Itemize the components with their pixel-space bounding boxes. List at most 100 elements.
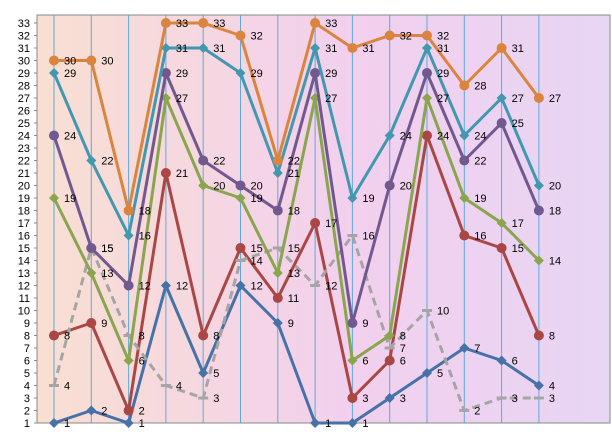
data-label: 13: [288, 268, 300, 280]
series-line: [52, 96, 540, 362]
data-point: [272, 268, 283, 278]
data-label: 33: [213, 18, 225, 30]
data-point: [310, 18, 321, 28]
data-label: 31: [213, 43, 225, 55]
data-point: [198, 368, 209, 378]
data-label: 29: [437, 68, 449, 80]
data-point: [496, 93, 507, 103]
data-point: [384, 355, 395, 366]
series-line: [52, 234, 539, 412]
data-label: 33: [325, 18, 337, 30]
data-label: 15: [101, 243, 113, 255]
data-label: 29: [325, 68, 337, 80]
y-tick-label: 22: [18, 156, 30, 168]
data-point: [272, 155, 283, 166]
data-point: [235, 180, 246, 191]
data-point: [496, 43, 507, 53]
data-label: 32: [400, 31, 412, 43]
data-label: 6: [139, 356, 145, 368]
data-point: [123, 280, 134, 291]
data-label: 9: [362, 318, 368, 330]
data-label: 15: [251, 243, 263, 255]
data-label: 16: [474, 231, 486, 243]
y-tick-label: 31: [18, 43, 30, 55]
data-point: [310, 418, 321, 428]
data-point: [49, 193, 59, 203]
data-label: 33: [176, 18, 188, 30]
data-label: 4: [549, 381, 555, 393]
data-point: [123, 405, 134, 416]
series-5: [49, 68, 544, 328]
data-label: 14: [549, 256, 561, 268]
data-label: 5: [213, 368, 219, 380]
data-point: [347, 193, 358, 203]
series-line: [53, 134, 541, 412]
data-point: [384, 30, 395, 41]
data-label: 16: [362, 231, 374, 243]
data-label: 27: [325, 93, 337, 105]
data-point: [86, 243, 97, 253]
data-point: [459, 193, 470, 203]
y-tick-label: 30: [18, 56, 30, 68]
y-tick-label: 19: [18, 193, 30, 205]
data-point: [160, 168, 171, 178]
data-point: [160, 68, 171, 78]
data-label: 24: [437, 131, 449, 143]
data-label: 15: [512, 243, 524, 255]
series-line: [52, 71, 541, 325]
y-tick-label: 9: [24, 318, 30, 330]
data-label: 2: [139, 406, 145, 418]
data-label: 24: [474, 131, 486, 143]
data-label: 27: [549, 93, 561, 105]
data-point: [49, 68, 59, 78]
data-label: 18: [549, 206, 561, 218]
data-point: [347, 418, 358, 428]
data-label: 20: [213, 181, 225, 193]
data-point: [422, 68, 432, 78]
data-label: 4: [176, 381, 182, 393]
data-point: [198, 330, 209, 341]
data-label: 31: [437, 43, 449, 55]
data-label: 29: [176, 68, 188, 80]
data-label: 29: [64, 68, 76, 80]
y-tick-label: 7: [24, 343, 30, 355]
data-label: 15: [288, 243, 300, 255]
data-point: [422, 43, 432, 53]
y-tick-label: 17: [18, 218, 30, 230]
data-label: 13: [101, 268, 113, 280]
data-label: 12: [325, 281, 337, 293]
data-point: [235, 193, 246, 203]
data-point: [49, 130, 59, 141]
data-point: [235, 280, 246, 291]
data-label: 3: [400, 393, 406, 405]
y-axis-ticks: 1234567891011121314151617181920212223242…: [18, 18, 37, 430]
data-point: [160, 18, 171, 28]
data-point: [347, 43, 358, 53]
y-tick-label: 13: [18, 268, 30, 280]
data-point: [533, 180, 544, 191]
data-point: [86, 55, 97, 66]
data-point: [496, 243, 507, 253]
data-point: [310, 68, 321, 78]
data-label: 19: [64, 193, 76, 205]
data-label: 3: [213, 393, 219, 405]
series-line: [53, 284, 540, 425]
data-point: [496, 118, 507, 128]
data-point: [347, 393, 358, 403]
gridlines: [53, 15, 540, 423]
y-tick-label: 25: [18, 118, 30, 130]
data-label: 6: [512, 356, 518, 368]
data-point: [198, 180, 209, 191]
data-label: 24: [64, 131, 76, 143]
data-point: [422, 30, 432, 41]
y-tick-label: 21: [18, 168, 30, 180]
data-label: 3: [362, 393, 368, 405]
data-point: [384, 330, 395, 341]
series-7: [49, 18, 544, 216]
series-2: [49, 130, 544, 416]
data-label: 19: [362, 193, 374, 205]
data-label: 2: [101, 406, 107, 418]
series-group: [49, 18, 544, 428]
data-label: 17: [512, 218, 524, 230]
data-label: 8: [139, 331, 145, 343]
